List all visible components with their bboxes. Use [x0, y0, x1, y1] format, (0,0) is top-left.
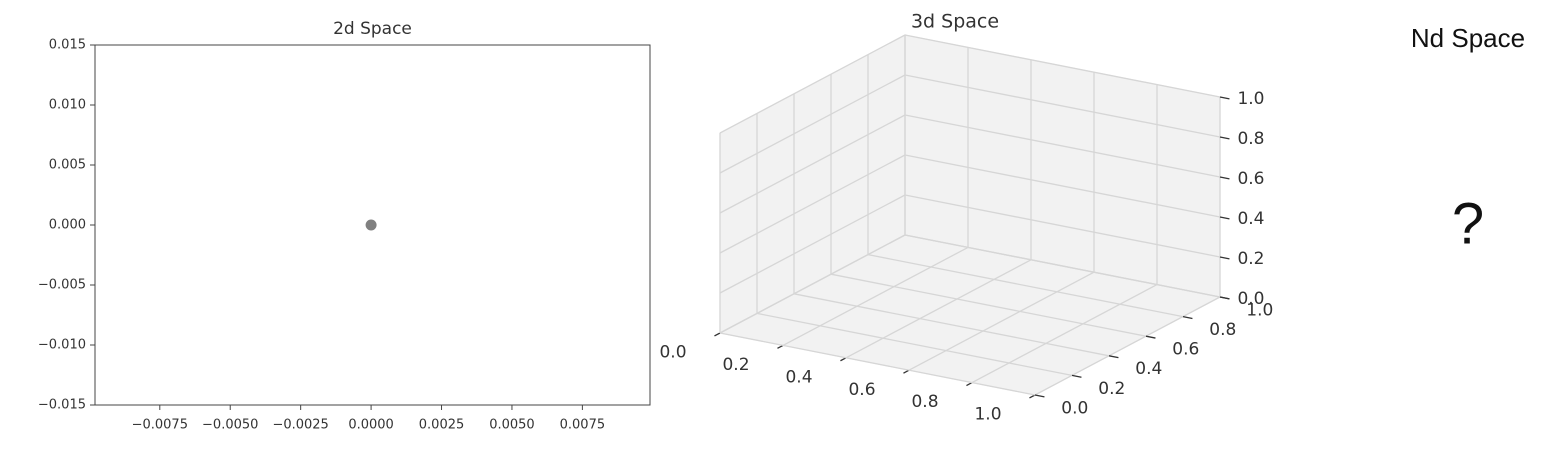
x-tick-label: −0.0025 [272, 418, 328, 433]
grid-line [719, 194, 906, 294]
y-tick-label: 1.0 [1246, 300, 1273, 320]
y-tick [1034, 394, 1045, 398]
grid-line [867, 253, 1184, 318]
z-tick [1219, 136, 1230, 140]
nd-symbol: ? [1452, 191, 1484, 256]
y-tick-label: 0.000 [49, 218, 86, 233]
grid-line [904, 194, 1221, 258]
grid-line [719, 34, 906, 134]
grid-line [719, 332, 1036, 396]
z-tick-label: 0.0 [1237, 289, 1264, 309]
x-tick-label: −0.0075 [132, 418, 188, 433]
z-tick-label: 0.4 [1237, 209, 1264, 229]
y-tick-label: 0.6 [1172, 340, 1199, 360]
grid-line [904, 154, 1221, 218]
x-tick [1029, 394, 1036, 399]
y-tick-label: 0.2 [1098, 379, 1125, 399]
x-tick-label: 0.6 [848, 380, 875, 400]
x-tick-label: 0.0000 [348, 418, 394, 433]
y-tick-label: 0.005 [49, 158, 86, 173]
z-tick [1219, 96, 1230, 100]
x-tick [903, 369, 910, 374]
grid-line [719, 154, 906, 254]
x-tick-label: 0.2 [722, 355, 749, 375]
grid-line [845, 259, 1032, 359]
x-tick [966, 382, 973, 387]
grid-line [904, 34, 1221, 98]
y-tick-label: −0.015 [38, 398, 86, 413]
y-tick-label: 0.4 [1135, 359, 1162, 379]
grid-line [719, 234, 906, 334]
z-tick-label: 0.2 [1237, 249, 1264, 269]
z-tick-label: 0.8 [1237, 129, 1264, 149]
y-tick-label: −0.010 [38, 338, 86, 353]
z-tick [1219, 256, 1230, 260]
grid-line [904, 114, 1221, 178]
x-tick-label: −0.0050 [202, 418, 258, 433]
y-tick [1108, 355, 1119, 359]
y-tick-label: 0.015 [49, 38, 86, 53]
grid-line [904, 234, 1221, 298]
x-tick [777, 344, 784, 349]
z-tick [1219, 296, 1230, 300]
y-tick [1071, 374, 1082, 378]
x-tick-label: 1.0 [974, 405, 1001, 425]
grid-line [719, 74, 906, 174]
grid-line [971, 284, 1158, 384]
z-tick [1219, 216, 1230, 220]
x-tick-label: 0.0 [659, 343, 686, 363]
grid-line [782, 246, 969, 346]
grid-line [756, 312, 1073, 377]
x-tick-label: 0.0050 [489, 418, 535, 433]
y-tick-label: −0.005 [38, 278, 86, 293]
z-tick-label: 0.6 [1237, 169, 1264, 189]
x-tick [840, 357, 847, 362]
grid-line [904, 74, 1221, 138]
x-tick-label: 0.0075 [560, 418, 606, 433]
grid-line [1034, 296, 1221, 396]
x-tick-label: 0.4 [785, 367, 812, 387]
z-tick-label: 1.0 [1237, 89, 1264, 109]
grid-line [830, 273, 1147, 337]
chart-title: 2d Space [333, 19, 412, 39]
grid-line [719, 114, 906, 214]
x-tick-label: 0.8 [911, 392, 938, 412]
y-tick-label: 0.010 [49, 98, 86, 113]
x-tick-label: 0.0025 [419, 418, 465, 433]
y-tick [1145, 335, 1156, 339]
y-tick-label: 0.8 [1209, 320, 1236, 340]
grid-line [908, 271, 1095, 371]
grid-line [793, 293, 1110, 357]
z-tick [1219, 176, 1230, 180]
chart-title: 3d Space [911, 11, 999, 33]
nd-title: Nd Space [1411, 23, 1525, 53]
x-tick [714, 332, 721, 337]
y-tick [1182, 315, 1193, 320]
point [365, 219, 377, 231]
y-tick-label: 0.0 [1061, 398, 1088, 418]
